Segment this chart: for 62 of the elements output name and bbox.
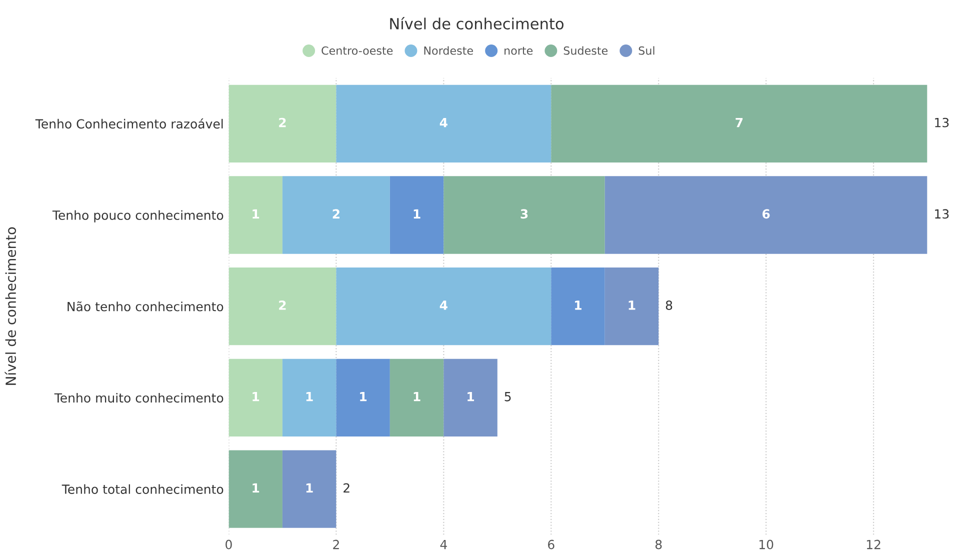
y-axis-title: Nível de conhecimento — [4, 227, 16, 385]
x-tick-label: 2 — [333, 540, 339, 550]
data-label: 4 — [440, 300, 448, 310]
y-tick-label: Tenho muito conhecimento — [54, 392, 224, 403]
bar — [551, 84, 928, 162]
data-label: 7 — [736, 118, 743, 128]
data-label: 1 — [414, 392, 420, 402]
data-label: 1 — [252, 209, 260, 218]
legend-label: Sul — [638, 46, 654, 55]
data-label: 1 — [306, 483, 313, 492]
bar — [336, 358, 390, 437]
total-label: 13 — [935, 209, 949, 219]
data-label: 1 — [468, 392, 474, 402]
total-label: 5 — [504, 392, 511, 402]
total-label: 13 — [935, 118, 949, 128]
y-tick-label: Tenho pouco conhecimento — [52, 210, 224, 222]
data-label: 3 — [520, 209, 528, 219]
data-label: 1 — [306, 392, 313, 402]
bar — [551, 268, 605, 346]
data-label: 2 — [332, 209, 340, 218]
data-label: 1 — [414, 209, 420, 218]
bar — [604, 268, 659, 346]
bar — [228, 176, 282, 254]
bar — [444, 358, 498, 437]
bar — [336, 84, 552, 162]
data-label: 1 — [252, 483, 260, 492]
x-tick-label: 6 — [548, 540, 554, 550]
bar — [444, 176, 605, 254]
bar — [228, 450, 282, 528]
bar — [282, 450, 336, 528]
data-label: 2 — [279, 300, 286, 310]
bar — [282, 176, 390, 254]
x-tick-label: 4 — [440, 540, 447, 550]
bar — [604, 176, 928, 254]
data-label: 1 — [252, 392, 260, 402]
legend-label: Sudeste — [564, 46, 608, 55]
legend-label: Nordeste — [424, 46, 473, 55]
data-label: 1 — [628, 300, 636, 310]
y-tick-label: Tenho total conhecimento — [62, 484, 224, 494]
bar — [228, 268, 336, 346]
bar — [336, 268, 552, 346]
total-label: 8 — [666, 300, 672, 310]
data-label: 2 — [279, 118, 286, 128]
chart-title: Nível de conhecimento — [390, 17, 564, 30]
x-tick-label: 12 — [866, 540, 880, 550]
bar — [282, 358, 336, 437]
data-label: 6 — [762, 209, 770, 219]
bar — [390, 358, 444, 437]
bar — [228, 84, 336, 162]
y-tick-label: Não tenho conhecimento — [68, 301, 224, 312]
data-label: 1 — [575, 300, 582, 310]
bar — [228, 358, 282, 437]
x-tick-label: 8 — [655, 540, 662, 550]
data-label: 4 — [440, 118, 448, 128]
x-tick-label: 10 — [759, 540, 774, 550]
x-tick-label: 0 — [226, 540, 232, 550]
total-label: 2 — [344, 483, 350, 492]
legend-label: Centro-oeste — [322, 46, 393, 55]
legend-label: norte — [504, 46, 533, 55]
y-tick-label: Tenho Conhecimento razoável — [35, 118, 223, 129]
bar — [390, 176, 444, 254]
data-label: 1 — [360, 392, 367, 402]
